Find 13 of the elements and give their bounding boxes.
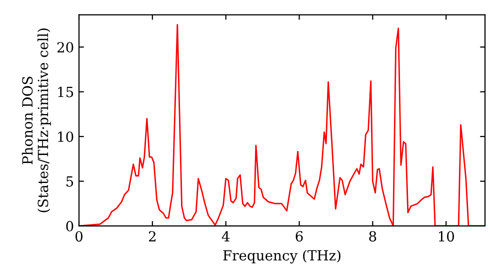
x-tick-label: 10 <box>438 231 454 242</box>
x-tick-label: 2 <box>148 231 156 242</box>
y-tick-label: 20 <box>57 42 74 53</box>
x-axis-title: Frequency (THz) <box>223 250 340 264</box>
y-tick-label: 5 <box>66 176 74 187</box>
x-tick-label: 4 <box>222 231 230 242</box>
y-axis-title: Phonon DOS (States/THz·primitive cell) <box>22 28 51 212</box>
y-tick-label: 15 <box>58 86 74 98</box>
x-tick-label: 0 <box>75 231 82 242</box>
y-tick-label: 10 <box>58 131 74 142</box>
y-tick-label: 0 <box>66 220 74 232</box>
x-tick-label: 8 <box>369 231 376 242</box>
x-tick-label: 6 <box>296 231 303 242</box>
